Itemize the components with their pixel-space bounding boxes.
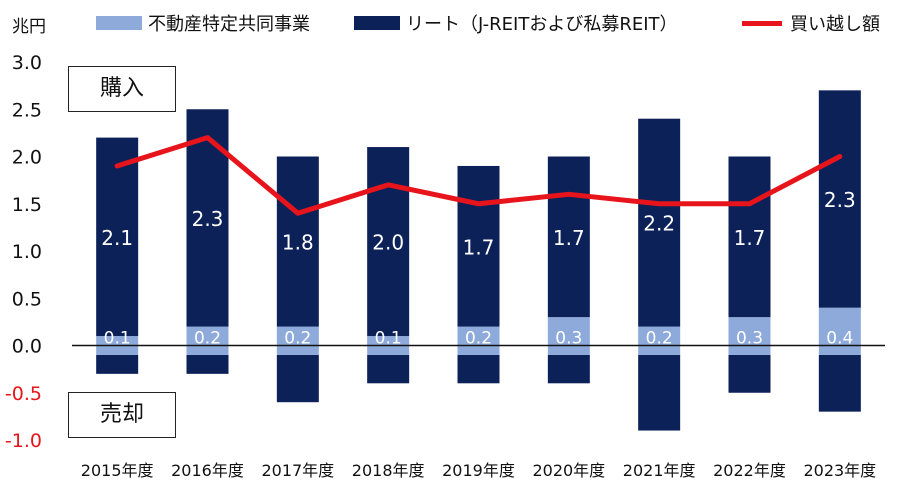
bar-reit-buy: [96, 137, 139, 337]
legend-label-reit: リート（J-REITおよび私募REIT）: [406, 14, 678, 35]
bar-fudosan-sell: [457, 345, 500, 355]
legend-item-net-buy: 買い越し額: [742, 10, 880, 36]
data-label-reit: 2.3: [192, 207, 224, 231]
data-label-reit: 1.7: [463, 235, 495, 259]
x-category-label: 2019年度: [442, 461, 515, 480]
bar-reit-buy: [367, 147, 410, 337]
bar-reit-sell: [96, 354, 139, 374]
bar-fudosan-sell: [367, 345, 410, 355]
legend-swatch-net-buy: [742, 20, 782, 26]
legend-item-fudosan: 不動産特定共同事業: [96, 10, 310, 36]
data-label-reit: 1.7: [553, 226, 585, 250]
y-tick-label: 2.5: [12, 99, 42, 121]
bar-reit-buy: [547, 156, 590, 318]
data-label-fudosan: 0.1: [104, 329, 131, 349]
bar-fudosan-buy: [186, 326, 229, 346]
y-tick-label: 0.5: [12, 288, 42, 310]
bar-fudosan-buy: [457, 326, 500, 346]
bar-reit-sell: [367, 354, 410, 384]
legend-label-fudosan: 不動産特定共同事業: [148, 14, 310, 35]
bar-reit-buy: [276, 156, 319, 327]
bar-fudosan-sell: [547, 345, 590, 355]
x-category-label: 2020年度: [532, 461, 605, 480]
data-label-fudosan: 0.2: [194, 329, 221, 349]
x-category-label: 2015年度: [81, 461, 154, 480]
bar-fudosan-sell: [818, 345, 861, 355]
data-label-reit: 1.7: [734, 226, 766, 250]
data-label-fudosan: 0.3: [736, 329, 763, 349]
x-category-label: 2017年度: [261, 461, 334, 480]
y-tick-label: -0.5: [5, 383, 42, 405]
data-label-fudosan: 0.3: [555, 329, 582, 349]
bar-reit-sell: [276, 354, 319, 403]
bar-reit-sell: [547, 354, 590, 384]
net-buy-line: [114, 135, 843, 216]
x-category-label: 2023年度: [803, 461, 876, 480]
bar-fudosan-buy: [638, 326, 681, 346]
data-label-fudosan: 0.2: [646, 329, 673, 349]
bar-reit-buy: [728, 156, 771, 318]
data-label-reit: 2.1: [101, 226, 133, 250]
bar-fudosan-sell: [276, 345, 319, 355]
legend-swatch-reit: [354, 16, 400, 30]
bar-fudosan-buy: [96, 336, 139, 346]
bar-fudosan-buy: [818, 307, 861, 346]
x-category-label: 2018年度: [352, 461, 425, 480]
bar-fudosan-buy: [276, 326, 319, 346]
y-tick-label: 1.0: [12, 241, 42, 263]
bar-reit-sell: [818, 354, 861, 412]
bar-reit-sell: [638, 354, 681, 431]
sell-callout: 売却: [68, 392, 176, 438]
data-label-fudosan: 0.4: [826, 329, 853, 349]
x-category-label: 2016年度: [171, 461, 244, 480]
bar-fudosan-sell: [96, 345, 139, 355]
y-tick-label: 2.0: [12, 147, 42, 169]
y-axis-unit-label: 兆円: [12, 17, 46, 37]
legend-swatch-fudosan: [96, 16, 142, 30]
bar-reit-buy: [186, 109, 229, 327]
data-label-reit: 2.0: [372, 231, 404, 255]
x-category-label: 2022年度: [713, 461, 786, 480]
bar-fudosan-buy: [547, 317, 590, 346]
data-label-reit: 2.3: [824, 188, 856, 212]
data-label-reit: 1.8: [282, 231, 314, 255]
bar-fudosan-sell: [728, 345, 771, 355]
data-label-fudosan: 0.2: [284, 329, 311, 349]
bar-fudosan-buy: [367, 336, 410, 346]
y-tick-label: 3.0: [12, 52, 42, 74]
chart-legend: 不動産特定共同事業 リート（J-REITおよび私募REIT） 買い越し額: [0, 10, 900, 38]
legend-item-reit: リート（J-REITおよび私募REIT）: [354, 10, 678, 36]
bar-fudosan-sell: [638, 345, 681, 355]
bar-fudosan-buy: [728, 317, 771, 346]
bar-reit-buy: [638, 118, 681, 327]
data-label-reit: 2.2: [643, 212, 675, 236]
x-category-label: 2021年度: [623, 461, 696, 480]
bar-reit-sell: [728, 354, 771, 393]
data-label-fudosan: 0.1: [375, 329, 402, 349]
y-tick-label: 1.5: [12, 194, 42, 216]
buy-callout: 購入: [68, 66, 176, 112]
bar-reit-buy: [818, 90, 861, 308]
y-tick-label: -1.0: [5, 430, 42, 452]
legend-label-net-buy: 買い越し額: [790, 14, 880, 35]
bar-fudosan-sell: [186, 345, 229, 355]
data-label-fudosan: 0.2: [465, 329, 492, 349]
bar-reit-buy: [457, 165, 500, 327]
bar-reit-sell: [186, 354, 229, 374]
y-tick-label: 0.0: [12, 336, 42, 358]
bar-reit-sell: [457, 354, 500, 384]
